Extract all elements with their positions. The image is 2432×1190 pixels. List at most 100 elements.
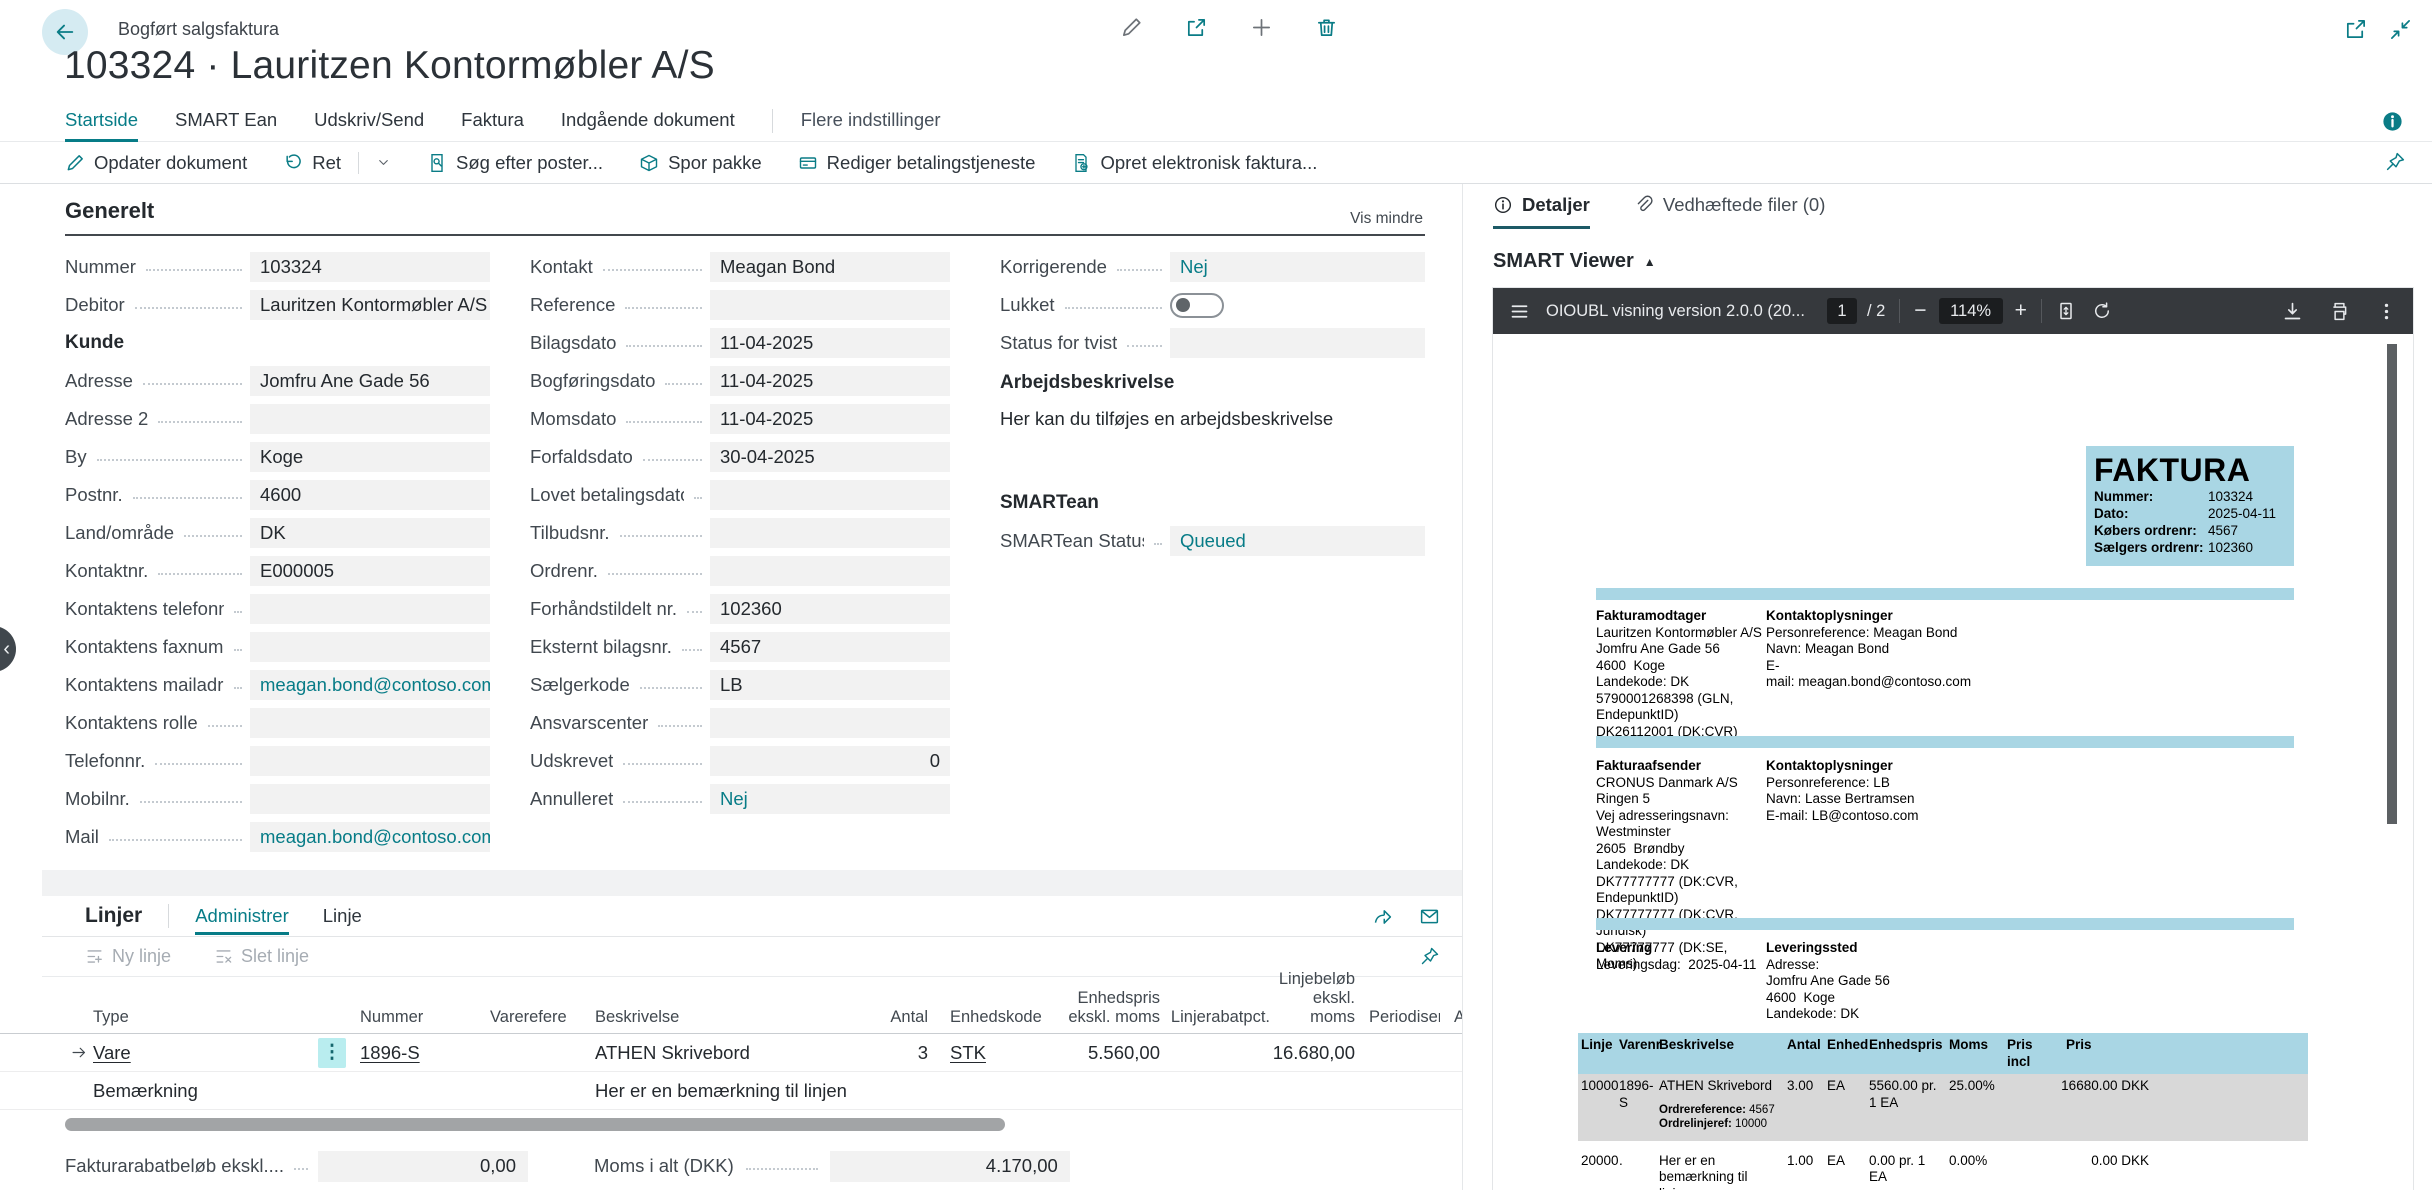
udskrevet-field[interactable]: 0 [710,746,950,776]
type-cell[interactable]: Bemærkning [93,1080,318,1102]
more-settings-menu[interactable]: Flere indstillinger [801,100,941,142]
tab-linje[interactable]: Linje [323,897,362,935]
kontakt-telefon-field[interactable] [250,594,490,624]
tab-startside[interactable]: Startside [65,100,138,142]
horizontal-scrollbar[interactable] [65,1118,1005,1131]
line-row-2[interactable]: Bemærkning Her er en bemærkning til linj… [0,1072,1462,1110]
show-less-link[interactable]: Vis mindre [1350,210,1423,228]
kontakt-mail-field[interactable]: meagan.bond@contoso.com [250,670,490,700]
line-row-1[interactable]: Vare ⋮ 1896-S ATHEN Skrivebord 3 STK 5.5… [0,1034,1462,1072]
beskrivelse-cell[interactable]: ATHEN Skrivebord [568,1042,848,1064]
track-package-button[interactable]: Spor pakke [639,152,762,174]
zoom-level[interactable]: 114% [1939,298,2003,324]
pin-icon[interactable] [2385,151,2406,172]
info-icon[interactable] [2381,110,2404,133]
col-vareref[interactable]: Varerefere... [458,1008,568,1027]
forfaldsdato-field[interactable]: 30-04-2025 [710,442,950,472]
open-in-new-window-icon[interactable] [2344,18,2367,41]
by-field[interactable]: Koge [250,442,490,472]
tab-indgaaende-dokument[interactable]: Indgående dokument [561,100,735,142]
korrigerende-field[interactable]: Nej [1170,252,1425,282]
new-line-button[interactable]: Ny linje [85,946,171,967]
mail-field[interactable]: meagan.bond@contoso.com [250,822,490,852]
fit-page-icon[interactable] [2056,301,2076,321]
pdf-vertical-scrollbar[interactable] [2387,344,2397,824]
telefonnr-field[interactable] [250,746,490,776]
arbejdsbeskrivelse-text[interactable]: Her kan du tilføjes en arbejdsbeskrivels… [1000,406,1425,432]
zoom-in-button[interactable]: + [2015,299,2027,323]
tab-detaljer[interactable]: Detaljer [1493,194,1590,229]
more-options-icon[interactable] [2376,301,2397,322]
col-afdeling[interactable]: Afdelin [1440,1008,1462,1027]
col-type[interactable]: Type [93,1008,318,1027]
kontaktnr-field[interactable]: E000005 [250,556,490,586]
col-periodisering[interactable]: Periodisering... [1355,1008,1440,1027]
chevron-down-icon[interactable] [376,155,391,170]
tab-udskriv-send[interactable]: Udskriv/Send [314,100,424,142]
ansvarscenter-field[interactable] [710,708,950,738]
antal-cell[interactable]: 3 [848,1042,928,1064]
momsdato-field[interactable]: 11-04-2025 [710,404,950,434]
type-cell[interactable]: Vare [93,1042,131,1063]
kontakt-field[interactable]: Meagan Bond [710,252,950,282]
nummer-field[interactable]: 103324 [250,252,490,282]
zoom-out-button[interactable]: − [1914,299,1926,323]
bilagsdato-field[interactable]: 11-04-2025 [710,328,950,358]
hamburger-menu-icon[interactable] [1509,301,1530,322]
page-number-input[interactable]: 1 [1827,298,1857,324]
tab-smart-ean[interactable]: SMART Ean [175,100,277,142]
col-enhedspris[interactable]: Enhedsprisekskl. moms [1048,989,1160,1027]
lines-pin-icon[interactable] [1420,946,1440,966]
adresse2-field[interactable] [250,404,490,434]
saelgerkode-field[interactable]: LB [710,670,950,700]
tab-faktura[interactable]: Faktura [461,100,524,142]
col-nummer[interactable]: Nummer [348,1008,458,1027]
invoice-discount-value[interactable]: 0,00 [318,1151,528,1182]
tab-administrer[interactable]: Administrer [195,897,289,935]
col-linjerabat[interactable]: Linjerabatpct. [1160,1008,1270,1027]
col-beskrivelse[interactable]: Beskrivelse [568,1008,848,1027]
download-icon[interactable] [2282,301,2303,322]
kontakt-rolle-field[interactable] [250,708,490,738]
debitor-field[interactable]: Lauritzen Kontormøbler A/S [250,290,490,320]
share-lines-icon[interactable] [1372,906,1393,927]
smartean-status-field[interactable]: Queued [1170,526,1425,556]
delete-line-button[interactable]: Slet linje [214,946,309,967]
lukket-toggle[interactable] [1170,293,1224,318]
annulleret-field[interactable]: Nej [710,784,950,814]
row-options-cell[interactable]: ⋮ [318,1038,346,1068]
edit-payment-service-button[interactable]: Rediger betalingstjeneste [798,152,1036,174]
tab-vedhaeftede-filer[interactable]: Vedhæftede filer (0) [1634,194,1825,226]
minimize-icon[interactable] [2389,18,2412,41]
beskrivelse-cell[interactable]: Her er en bemærkning til linjen [568,1080,848,1102]
kontakt-fax-field[interactable] [250,632,490,662]
nummer-cell[interactable]: 1896-S [360,1042,420,1063]
mail-lines-icon[interactable] [1419,906,1440,927]
mobilnr-field[interactable] [250,784,490,814]
ordrenr-field[interactable] [710,556,950,586]
print-icon[interactable] [2329,301,2350,322]
delete-icon[interactable] [1315,16,1338,39]
reference-field[interactable] [710,290,950,320]
land-field[interactable]: DK [250,518,490,548]
update-document-button[interactable]: Opdater dokument [65,152,247,174]
bogfoeringsdato-field[interactable]: 11-04-2025 [710,366,950,396]
forhaandstildelt-nr-field[interactable]: 102360 [710,594,950,624]
rotate-icon[interactable] [2092,301,2112,321]
find-entries-button[interactable]: Søg efter poster... [427,152,603,174]
col-enhedskode[interactable]: Enhedskode [928,1008,1048,1027]
col-antal[interactable]: Antal [848,1008,928,1027]
edit-icon[interactable] [1120,16,1143,39]
correct-button[interactable]: Ret [283,152,391,174]
tilbudsnr-field[interactable] [710,518,950,548]
status-for-tvist-field[interactable] [1170,328,1425,358]
eksternt-bilagsnr-field[interactable]: 4567 [710,632,950,662]
enhedskode-cell[interactable]: STK [950,1042,986,1063]
col-linjebelob[interactable]: Linjebeløbekskl. moms [1270,970,1355,1027]
adresse-field[interactable]: Jomfru Ane Gade 56 [250,366,490,396]
vat-total-value[interactable]: 4.170,00 [830,1151,1070,1182]
postnr-field[interactable]: 4600 [250,480,490,510]
create-einvoice-button[interactable]: Opret elektronisk faktura... [1071,152,1317,174]
smart-viewer-header[interactable]: SMART Viewer ▲ [1493,250,1656,273]
lovet-betalingsdato-field[interactable] [710,480,950,510]
